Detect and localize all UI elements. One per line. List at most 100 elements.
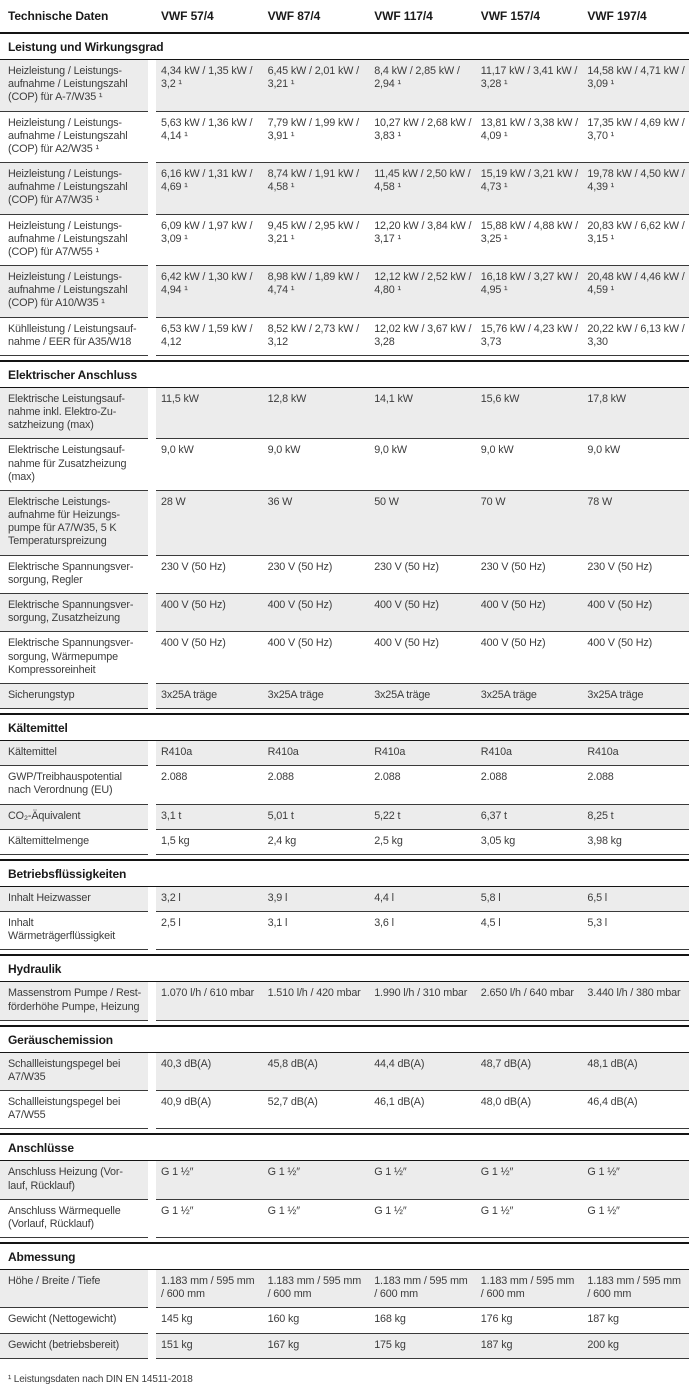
value-cell: 400 V (50 Hz) [262, 631, 370, 683]
value-cell: G 1 ½″ [156, 1198, 263, 1237]
spec-row: Gewicht (betriebsbereit) 151 kg 167 kg 175 … [0, 1332, 689, 1358]
column-gap [148, 741, 157, 766]
value-cell: 176 kg [475, 1307, 583, 1332]
section: Hydraulik Massenstrom Pumpe / Rest-förder… [0, 954, 689, 1021]
rule-segment [156, 1357, 689, 1359]
row-label: Heizleistung / Leistungs-aufnahme / Leis… [0, 110, 148, 163]
value-cell: 6,5 l [582, 886, 689, 912]
rule-gap [148, 1237, 156, 1238]
value-cell: 15,76 kW / 4,23 kW / 3,73 [475, 316, 583, 355]
value-cell: 50 W [369, 489, 476, 555]
value-cell: 5,22 t [369, 803, 476, 829]
value-cell: 4,4 l [369, 886, 476, 912]
table-header-row: Technische Daten VWF 57/4 VWF 87/4 VWF 117… [0, 4, 689, 32]
value-cell: 20,48 kW / 4,46 kW / 4,59 ¹ [582, 265, 689, 317]
value-cell: 40,9 dB(A) [156, 1090, 263, 1128]
spec-row: Massenstrom Pumpe / Rest-förderhöhe Pump… [0, 982, 689, 1020]
value-cell: 3x25A träge [369, 682, 476, 709]
value-cell: G 1 ½″ [262, 1198, 370, 1237]
value-cell: 1.183 mm / 595 mm / 600 mm [475, 1270, 583, 1308]
value-cell: 48,1 dB(A) [582, 1052, 689, 1091]
row-label: Heizleistung / Leistungs-aufnahme / Leis… [0, 213, 148, 266]
value-cell: 1.183 mm / 595 mm / 600 mm [156, 1270, 263, 1308]
value-cell: 6,09 kW / 1,97 kW / 3,09 ¹ [156, 213, 263, 266]
value-cell: 15,19 kW / 3,21 kW / 4,73 ¹ [475, 162, 583, 214]
value-cell: 44,4 dB(A) [369, 1052, 476, 1091]
spec-row: Kältemittel R410a R410a R410a R410a R410a [0, 741, 689, 766]
row-label: Kältemittel [0, 741, 148, 766]
row-label: Anschluss Heizung (Vor-lauf, Rücklauf) [0, 1161, 148, 1199]
column-gap [148, 554, 157, 593]
column-gap [148, 438, 157, 490]
value-cell: 10,27 kW / 2,68 kW / 3,83 ¹ [369, 110, 476, 163]
value-cell: 3x25A träge [582, 682, 689, 709]
value-cell: 400 V (50 Hz) [262, 592, 370, 632]
value-cell: 48,0 dB(A) [475, 1090, 583, 1128]
value-cell: 9,0 kW [475, 438, 583, 490]
column-gap [148, 1161, 157, 1199]
rule-segment [0, 708, 148, 710]
section: Kältemittel Kältemittel R410a R410a R410a R41… [0, 713, 689, 855]
section: Abmessung Höhe / Breite / Tiefe 1.183 mm /… [0, 1242, 689, 1359]
table-body: Leistung und Wirkungsgrad Heizleistung / … [0, 32, 689, 1359]
row-label: Schallleistungspegel bei A7/W35 [0, 1052, 148, 1091]
value-cell: 12,02 kW / 3,67 kW / 3,28 [369, 316, 476, 355]
column-header: VWF 157/4 [480, 9, 540, 23]
footnote: ¹ Leistungsdaten nach DIN EN 14511-2018 [8, 1373, 193, 1385]
spec-row: Heizleistung / Leistungs-aufnahme / Leis… [0, 162, 689, 214]
value-cell: G 1 ½″ [582, 1161, 689, 1199]
value-cell: 6,37 t [475, 803, 583, 829]
rule-segment [156, 708, 689, 710]
value-cell: 20,83 kW / 6,62 kW / 3,15 ¹ [582, 213, 689, 266]
value-cell: 200 kg [582, 1332, 689, 1358]
spec-row: Elektrische Leistungsauf-nahme für Zusat… [0, 438, 689, 490]
value-cell: 400 V (50 Hz) [156, 631, 263, 683]
value-cell: 9,0 kW [369, 438, 476, 490]
value-cell: 16,18 kW / 3,27 kW / 4,95 ¹ [475, 265, 583, 317]
value-cell: 2.088 [156, 765, 263, 803]
column-gap [148, 1052, 157, 1091]
value-cell: R410a [262, 741, 370, 766]
rule-gap [148, 1358, 156, 1359]
rule-segment [156, 1128, 689, 1130]
value-cell: 3,9 l [262, 886, 370, 912]
spec-row: Elektrische Leistungs-aufnahme für Heizu… [0, 489, 689, 555]
spec-row: Elektrische Spannungsver-sorgung, Wärmep… [0, 631, 689, 683]
section-title: Geräuschemission [0, 1024, 689, 1053]
value-cell: 230 V (50 Hz) [582, 554, 689, 593]
rule-segment [156, 1237, 689, 1239]
column-header: VWF 87/4 [267, 9, 321, 23]
value-cell: 6,42 kW / 1,30 kW / 4,94 ¹ [156, 265, 263, 317]
value-cell: 70 W [475, 489, 583, 555]
value-cell: 6,16 kW / 1,31 kW / 4,69 ¹ [156, 162, 263, 214]
column-gap [148, 828, 157, 854]
column-gap [148, 592, 157, 632]
value-cell: 9,45 kW / 2,95 kW / 3,21 ¹ [262, 213, 370, 266]
column-gap [148, 911, 157, 950]
column-gap [148, 886, 157, 912]
value-cell: 230 V (50 Hz) [262, 554, 370, 593]
section-title: Leistung und Wirkungsgrad [0, 32, 689, 60]
spec-row: GWP/Treibhauspotential nach Verordnung (… [0, 765, 689, 804]
column-header: VWF 117/4 [374, 9, 433, 23]
value-cell: 8,4 kW / 2,85 kW / 2,94 ¹ [369, 60, 476, 111]
rule-segment [0, 1128, 148, 1130]
value-cell: 1.070 l/h / 610 mbar [156, 982, 263, 1020]
value-cell: 230 V (50 Hz) [156, 554, 263, 593]
row-label: Massenstrom Pumpe / Rest-förderhöhe Pump… [0, 982, 148, 1020]
value-cell: 2.088 [262, 765, 370, 803]
section: Elektrischer Anschluss Elektrische Leistu… [0, 359, 689, 710]
value-cell: 4,34 kW / 1,35 kW / 3,2 ¹ [156, 60, 263, 111]
value-cell: 5,3 l [582, 911, 689, 949]
value-cell: G 1 ½″ [369, 1198, 476, 1237]
section: Betriebsflüssigkeiten Inhalt Heizwasser 3,… [0, 858, 689, 951]
value-cell: 20,22 kW / 6,13 kW / 3,30 [582, 316, 689, 355]
value-cell: 11,17 kW / 3,41 kW / 3,28 ¹ [475, 60, 583, 111]
value-cell: 9,0 kW [156, 438, 263, 490]
rule-segment [0, 1237, 148, 1239]
value-cell: 15,88 kW / 4,88 kW / 3,25 ¹ [475, 213, 583, 266]
row-label: Schallleistungspegel bei A7/W55 [0, 1090, 148, 1128]
value-cell: G 1 ½″ [582, 1198, 689, 1237]
